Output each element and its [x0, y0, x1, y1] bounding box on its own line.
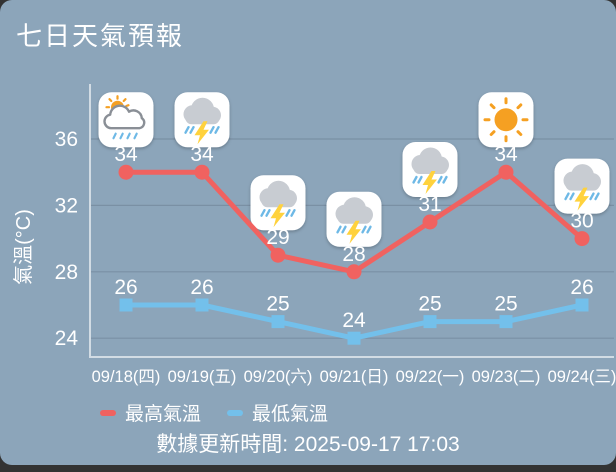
max-temp-point: [574, 231, 590, 247]
thunderstorm-icon: [249, 174, 307, 232]
max-temp-point: [118, 164, 134, 180]
legend-item-min-temp: 最低氣溫: [227, 399, 328, 426]
sunny-icon: [477, 91, 535, 149]
max-temp-value-label: 30: [570, 210, 593, 233]
y-tick-label: 32: [55, 194, 78, 217]
min-temp-point: [575, 298, 589, 312]
min-temp-point: [195, 298, 209, 312]
max-temp-value-label: 29: [266, 226, 289, 249]
min-temp-value-label: 25: [418, 293, 441, 316]
min-temp-point: [499, 315, 513, 329]
max-temp-legend-marker: [100, 409, 116, 416]
thunderstorm-icon: [553, 157, 611, 215]
partly-sunny-rain-icon: [97, 91, 155, 149]
page-title: 七日天氣預報: [16, 21, 185, 51]
y-axis-label: 氣溫(°C): [12, 209, 35, 285]
min-temp-point: [423, 315, 437, 329]
thunderstorm-icon: [325, 190, 383, 248]
max-temp-value-label: 34: [190, 143, 214, 166]
y-tick-label: 28: [55, 261, 78, 284]
min-temp-value-label: 26: [570, 276, 593, 299]
x-tick-label: 09/21(日): [320, 368, 389, 386]
max-temp-point: [270, 247, 286, 263]
y-tick-label: 24: [55, 327, 79, 350]
x-tick-label: 09/20(六): [244, 367, 313, 386]
axis-line: [89, 84, 614, 358]
x-tick-label: 09/22(一): [396, 368, 465, 386]
x-tick-label: 09/24(三): [548, 368, 616, 386]
legend-item-max-temp: 最高氣溫: [100, 399, 201, 426]
chart-legend: 最高氣溫 最低氣溫: [100, 399, 328, 426]
max-temp-value-label: 34: [114, 143, 138, 166]
max-temp-value-label: 28: [342, 243, 365, 266]
min-temp-legend-marker: [227, 409, 244, 416]
min-temp-value-label: 24: [342, 309, 366, 332]
min-temp-value-label: 26: [114, 276, 137, 299]
thunderstorm-icon: [173, 91, 231, 149]
thunderstorm-icon: [401, 141, 459, 198]
max-temp-point: [346, 264, 362, 280]
min-temp-value-label: 25: [266, 293, 289, 316]
min-temp-point: [271, 315, 285, 329]
min-temp-value-label: 25: [494, 293, 517, 316]
x-tick-label: 09/18(四): [92, 368, 161, 386]
max-temp-legend-label: 最高氣溫: [125, 404, 202, 425]
min-temp-point: [119, 298, 133, 312]
max-temp-value-label: 31: [418, 193, 441, 216]
min-temp-legend-label: 最低氣溫: [252, 404, 329, 425]
update-time-text: 數據更新時間: 2025-09-17 17:03: [156, 433, 460, 456]
min-temp-value-label: 26: [190, 276, 213, 299]
y-tick-label: 36: [55, 128, 78, 151]
x-tick-label: 09/19(五): [168, 368, 237, 386]
max-temp-value-label: 34: [494, 143, 518, 166]
max-temp-point: [498, 164, 514, 180]
max-temp-point: [422, 214, 438, 230]
max-temp-point: [194, 164, 210, 180]
x-tick-label: 09/23(二): [472, 368, 541, 386]
min-temp-point: [347, 331, 361, 345]
